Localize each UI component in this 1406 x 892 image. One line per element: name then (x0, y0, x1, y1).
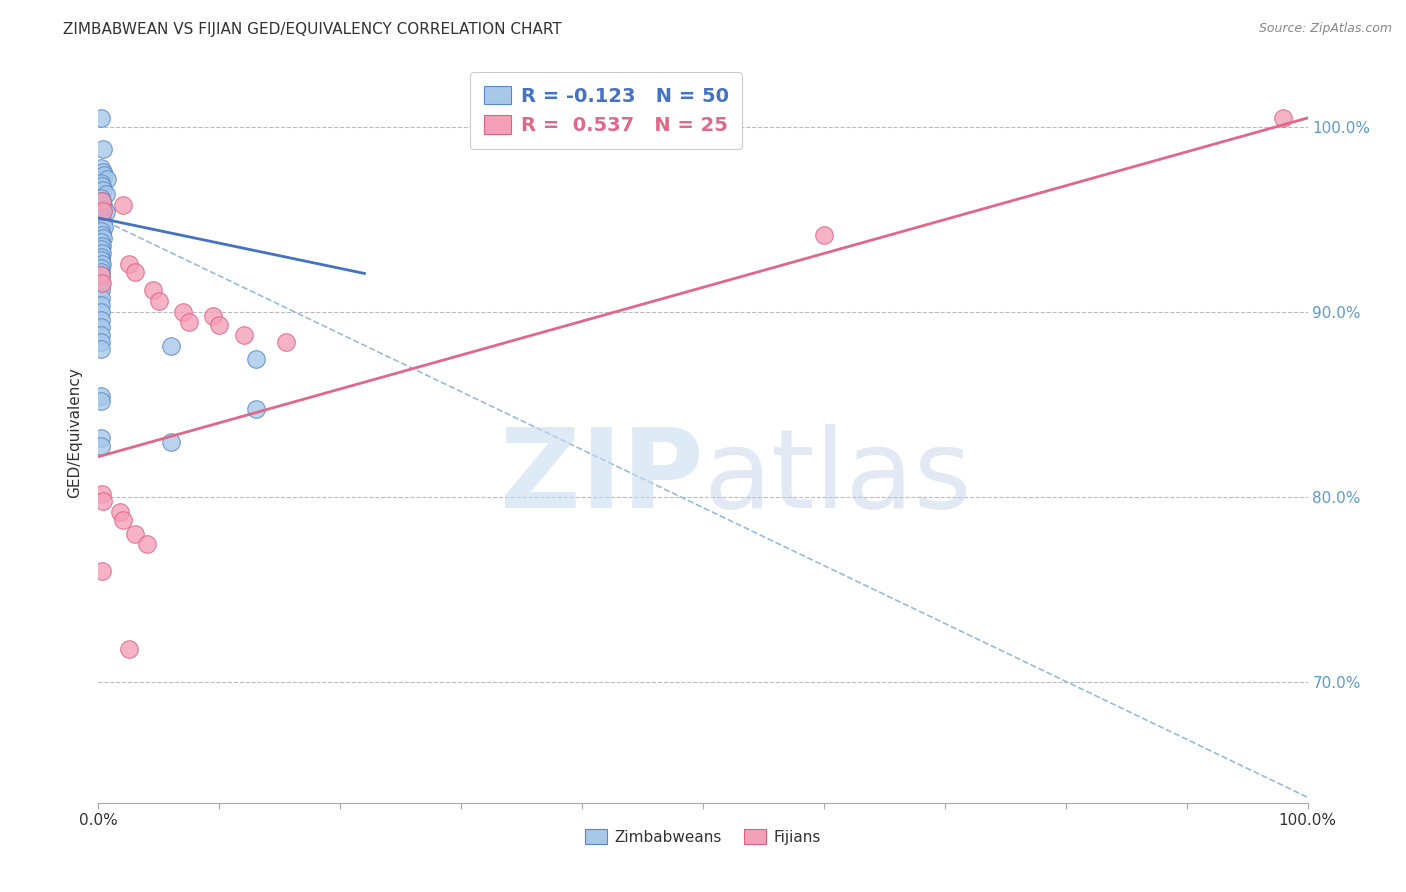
Point (90, 264, 112, 278)
Point (90, 305, 112, 319)
Text: Source: ZipAtlas.com: Source: ZipAtlas.com (1258, 22, 1392, 36)
Point (172, 305, 194, 319)
Point (90, 298, 112, 312)
Point (274, 334, 297, 349)
Point (108, 505, 131, 519)
Point (93, 202, 115, 216)
Point (91, 164, 114, 178)
Text: atlas: atlas (703, 424, 972, 531)
Point (90, 312, 112, 326)
Point (90, 224, 112, 238)
Point (90, 389, 112, 403)
Point (90, 190, 112, 204)
Legend: Zimbabweans, Fijians: Zimbabweans, Fijians (579, 823, 827, 851)
Text: ZIMBABWEAN VS FIJIAN GED/EQUIVALENCY CORRELATION CHART: ZIMBABWEAN VS FIJIAN GED/EQUIVALENCY COR… (63, 22, 562, 37)
Point (90, 253, 112, 268)
Point (91, 183, 114, 197)
Point (90, 291, 112, 305)
Point (90, 283, 112, 297)
Point (232, 327, 254, 342)
Point (91, 565, 114, 579)
Point (142, 283, 165, 297)
Point (135, 536, 157, 550)
Point (91, 246, 114, 260)
Point (160, 338, 183, 352)
Point (90, 235, 112, 249)
Point (179, 314, 201, 328)
Point (91, 227, 114, 242)
Point (118, 257, 141, 271)
Point (91, 276, 114, 290)
Point (90, 176, 112, 190)
Point (91, 203, 114, 218)
Point (90, 343, 112, 357)
Point (91, 486, 114, 500)
Point (245, 351, 267, 366)
Point (91, 494, 114, 508)
Point (91, 238, 114, 252)
Point (111, 513, 134, 527)
Point (202, 309, 225, 323)
Point (94, 205, 117, 219)
Point (90, 161, 112, 175)
Point (94, 186, 117, 201)
Point (90, 320, 112, 334)
Point (91, 217, 114, 231)
Point (91, 231, 114, 245)
Point (90, 334, 112, 349)
Point (90, 260, 112, 275)
Point (91, 212, 114, 227)
Point (90, 268, 112, 283)
Point (91, 179, 114, 194)
Point (91, 198, 114, 212)
Point (124, 264, 146, 278)
Point (90, 209, 112, 223)
Y-axis label: GED/Equivalency: GED/Equivalency (67, 368, 83, 498)
Text: ZIP: ZIP (499, 424, 703, 531)
Point (160, 434, 183, 449)
Point (91, 143, 114, 157)
Point (90, 276, 112, 290)
Point (90, 111, 112, 125)
Point (96, 172, 118, 186)
Point (118, 642, 141, 657)
Point (208, 318, 231, 333)
Point (93, 169, 115, 183)
Point (90, 431, 112, 445)
Point (90, 250, 112, 264)
Point (90, 243, 112, 257)
Point (91, 257, 114, 271)
Point (1272, 111, 1295, 125)
Point (93, 220, 115, 235)
Point (91, 194, 114, 209)
Point (90, 394, 112, 409)
Point (90, 439, 112, 453)
Point (813, 227, 835, 242)
Point (91, 194, 114, 209)
Point (148, 294, 170, 309)
Point (90, 268, 112, 283)
Point (245, 401, 267, 416)
Point (111, 198, 134, 212)
Point (124, 527, 146, 541)
Point (90, 327, 112, 342)
